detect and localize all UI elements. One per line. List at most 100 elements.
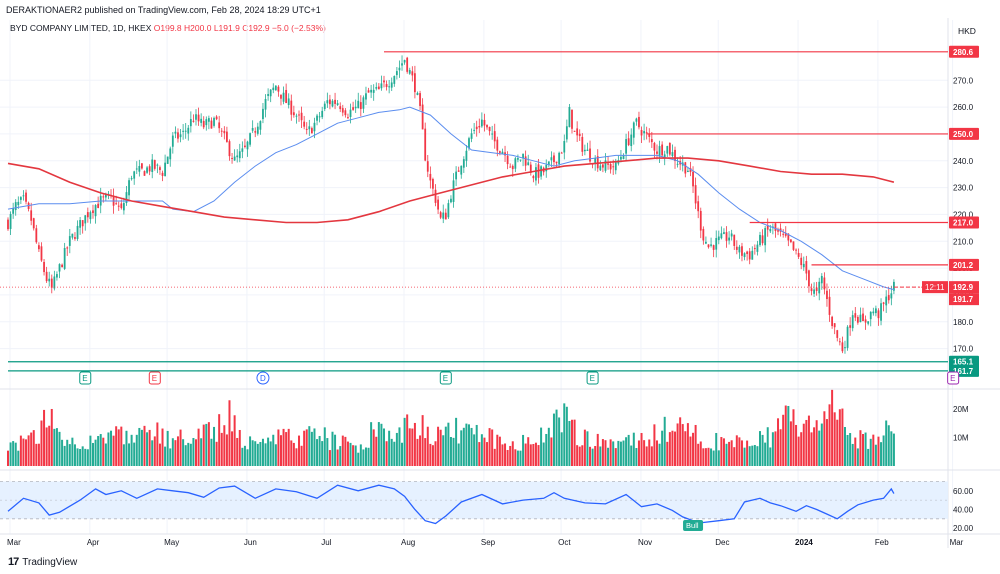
candle-body [887, 295, 890, 301]
candle-body [640, 129, 643, 136]
chart-canvas[interactable]: 170.0180.0190.0200.0210.0220.0230.0240.0… [0, 0, 1000, 556]
volume-bar [478, 442, 481, 466]
time-axis-label: Feb [875, 538, 889, 547]
candle-body [17, 201, 20, 206]
volume-bar [323, 427, 326, 466]
candle-body [200, 118, 203, 123]
event-marker-label: D [260, 374, 266, 383]
volume-bar [766, 427, 769, 466]
volume-bar [447, 422, 450, 466]
candle-body [434, 189, 437, 203]
volume-bar [730, 440, 733, 466]
volume-bar [627, 434, 630, 466]
candle-body [295, 115, 298, 117]
volume-bar [511, 441, 514, 466]
volume-bar [171, 438, 174, 466]
candle-body [790, 239, 792, 243]
volume-bar [91, 442, 94, 466]
candle-body [135, 168, 138, 170]
volume-bar [475, 424, 478, 466]
volume-bar [287, 428, 290, 466]
volume-bar [156, 422, 159, 466]
candle-body [710, 244, 712, 246]
candle-body [352, 107, 354, 110]
volume-bar [545, 433, 548, 466]
candle-body [478, 126, 481, 128]
volume-bar [449, 437, 452, 466]
volume-bar [604, 440, 607, 466]
time-axis-label: Dec [715, 538, 729, 547]
candle-body [393, 75, 396, 84]
candle-body [805, 261, 808, 274]
volume-bar [35, 443, 38, 466]
volume-bar [68, 444, 71, 466]
candle-body [810, 288, 813, 292]
legend-change: −5.0 (−2.53%) [272, 23, 326, 33]
volume-bar [890, 431, 893, 466]
volume-bar [558, 417, 561, 466]
volume-bar [504, 443, 507, 466]
candle-body [596, 156, 599, 169]
volume-bar [777, 418, 780, 466]
volume-bar [249, 436, 252, 466]
candle-body [462, 159, 465, 168]
candle-body [292, 112, 295, 116]
candle-body [674, 149, 676, 162]
volume-bar [14, 442, 17, 466]
volume-bar [290, 440, 293, 466]
candle-body [614, 161, 617, 171]
legend-low: L191.9 [213, 23, 240, 33]
candle-body [408, 69, 411, 74]
volume-bar [367, 447, 370, 466]
candle-body [166, 156, 169, 164]
candle-body [514, 158, 517, 169]
candle-body [171, 135, 174, 147]
candle-body [22, 195, 25, 197]
volume-bar [254, 441, 257, 466]
candle-body [444, 212, 447, 220]
candle-body [143, 171, 146, 176]
event-marker-label: E [82, 374, 87, 383]
candle-body [594, 158, 597, 164]
volume-bar [882, 435, 885, 466]
candle-body [650, 139, 653, 143]
candle-body [874, 308, 877, 314]
candle-body [97, 203, 100, 208]
candle-body [141, 163, 143, 169]
volume-bar [800, 432, 803, 466]
volume-bar [560, 432, 563, 466]
candle-body [862, 313, 864, 322]
volume-bar [233, 415, 236, 466]
volume-bar [681, 424, 684, 466]
volume-bar [725, 443, 728, 466]
volume-bar [707, 447, 710, 466]
volume-bar [849, 433, 852, 466]
volume-bar [710, 448, 713, 466]
volume-bar [715, 432, 718, 466]
candle-body [831, 316, 834, 327]
volume-bar [442, 435, 445, 466]
tradingview-logo[interactable]: 17 TradingView [8, 556, 77, 568]
volume-bar [388, 430, 391, 466]
volume-bar [84, 448, 87, 466]
event-marker-earnings [586, 371, 599, 385]
volume-bar [833, 412, 836, 466]
candle-body [262, 108, 264, 120]
candle-body [638, 116, 640, 128]
volume-bar [537, 445, 540, 466]
candle-body [357, 100, 360, 109]
price-tick-label: 170.0 [953, 345, 974, 354]
volume-bar [614, 448, 617, 466]
volume-bar [421, 415, 424, 466]
volume-bar [457, 443, 460, 466]
candle-body [63, 248, 66, 269]
candle-body [205, 119, 208, 126]
candle-body [344, 110, 347, 116]
candle-body [532, 176, 535, 179]
volume-bar [663, 416, 666, 466]
candle-body [635, 118, 638, 122]
legend-close: C192.9 [242, 23, 270, 33]
candle-body [249, 133, 251, 145]
candle-body [365, 93, 367, 100]
candle-body [841, 342, 844, 352]
